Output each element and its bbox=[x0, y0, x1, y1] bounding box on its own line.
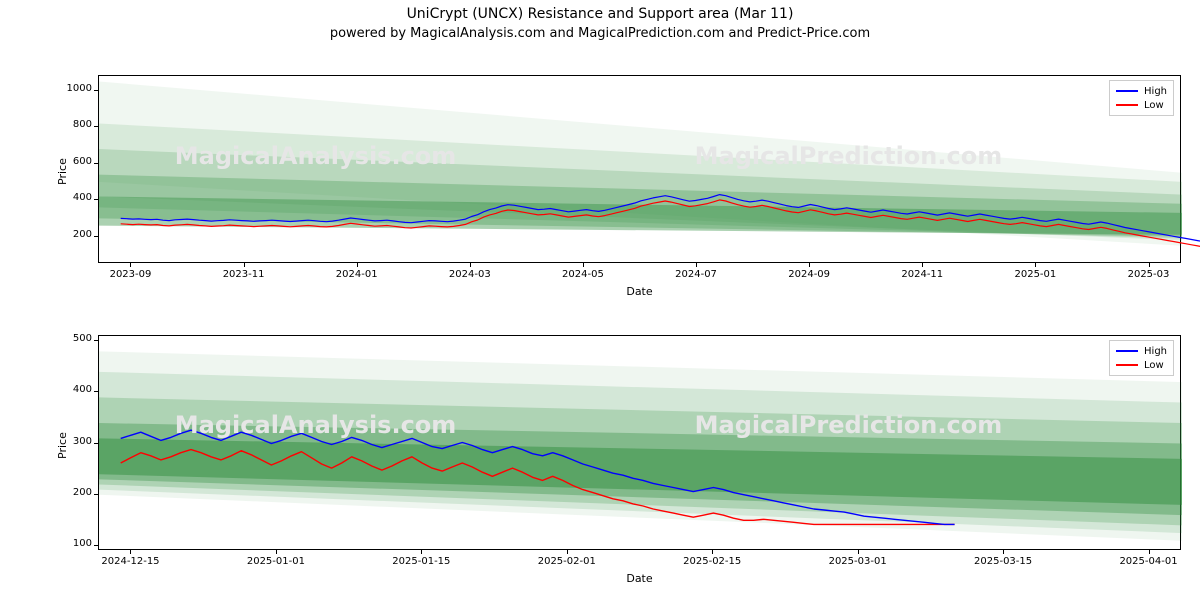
legend-item-high: High bbox=[1116, 344, 1167, 358]
ytick-label: 600 bbox=[58, 156, 92, 167]
xtick-label: 2025-01 bbox=[1000, 269, 1070, 280]
xlabel-bottom: Date bbox=[98, 572, 1181, 585]
legend-label-low: Low bbox=[1144, 100, 1164, 111]
xtick-label: 2024-09 bbox=[774, 269, 844, 280]
xtick-label: 2025-03-15 bbox=[968, 556, 1038, 567]
ytick-label: 1000 bbox=[58, 83, 92, 94]
legend-label-high: High bbox=[1144, 346, 1167, 357]
ytick-label: 200 bbox=[58, 487, 92, 498]
xtick-label: 2024-12-15 bbox=[95, 556, 165, 567]
legend-swatch-high bbox=[1116, 350, 1138, 352]
xtick-label: 2025-01-15 bbox=[386, 556, 456, 567]
ytick-label: 400 bbox=[58, 384, 92, 395]
xtick-label: 2025-03-01 bbox=[823, 556, 893, 567]
xtick-label: 2024-01 bbox=[322, 269, 392, 280]
legend-item-high: High bbox=[1116, 84, 1167, 98]
xtick-label: 2024-07 bbox=[661, 269, 731, 280]
legend-top: High Low bbox=[1109, 80, 1174, 116]
xtick-label: 2023-09 bbox=[95, 269, 165, 280]
xtick-label: 2025-01-01 bbox=[241, 556, 311, 567]
xtick-label: 2025-02-15 bbox=[677, 556, 747, 567]
ytick-label: 800 bbox=[58, 119, 92, 130]
figure-suptitle: UniCrypt (UNCX) Resistance and Support a… bbox=[0, 6, 1200, 22]
xtick-label: 2024-11 bbox=[887, 269, 957, 280]
xlabel-top: Date bbox=[98, 285, 1181, 298]
xtick-label: 2024-03 bbox=[435, 269, 505, 280]
legend-item-low: Low bbox=[1116, 98, 1167, 112]
xtick-label: 2025-04-01 bbox=[1114, 556, 1184, 567]
legend-item-low: Low bbox=[1116, 358, 1167, 372]
xtick-label: 2023-11 bbox=[209, 269, 279, 280]
ytick-label: 500 bbox=[58, 333, 92, 344]
legend-label-high: High bbox=[1144, 86, 1167, 97]
figure: UniCrypt (UNCX) Resistance and Support a… bbox=[0, 0, 1200, 600]
chart-top-axes: MagicalAnalysis.com MagicalPrediction.co… bbox=[98, 75, 1181, 263]
figure-subtitle: powered by MagicalAnalysis.com and Magic… bbox=[0, 26, 1200, 41]
legend-label-low: Low bbox=[1144, 360, 1164, 371]
legend-swatch-low bbox=[1116, 364, 1138, 366]
ytick-label: 100 bbox=[58, 538, 92, 549]
ytick-label: 300 bbox=[58, 436, 92, 447]
xtick-label: 2025-03 bbox=[1114, 269, 1184, 280]
legend-bottom: High Low bbox=[1109, 340, 1174, 376]
ytick-label: 200 bbox=[58, 229, 92, 240]
legend-swatch-high bbox=[1116, 90, 1138, 92]
chart-bottom-axes: MagicalAnalysis.com MagicalPrediction.co… bbox=[98, 335, 1181, 550]
ytick-label: 400 bbox=[58, 192, 92, 203]
legend-swatch-low bbox=[1116, 104, 1138, 106]
xtick-label: 2025-02-01 bbox=[532, 556, 602, 567]
xtick-label: 2024-05 bbox=[548, 269, 618, 280]
